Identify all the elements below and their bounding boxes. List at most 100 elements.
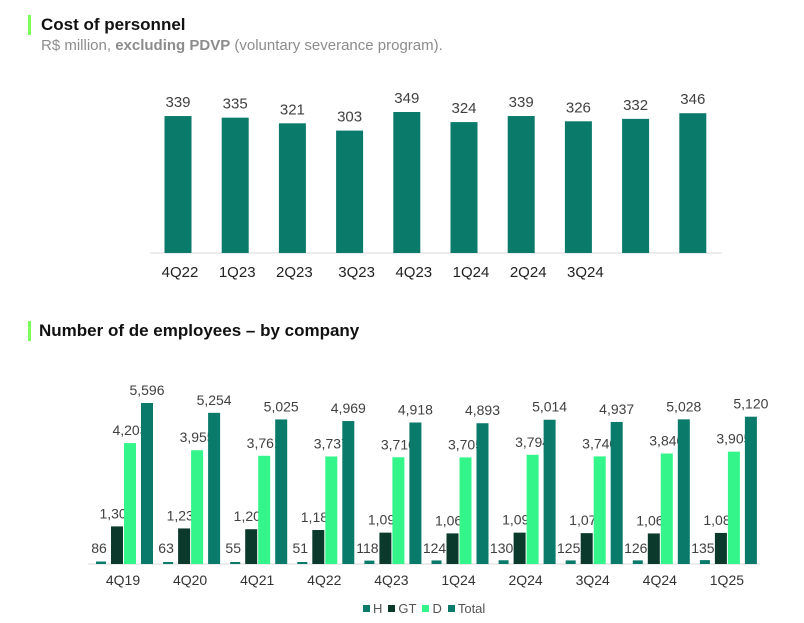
employees-bar-d (459, 457, 472, 564)
employees-data-label-h: 55 (225, 540, 241, 556)
employees-data-label-h: 124 (423, 540, 447, 556)
subtitle-prefix: R$ million, (41, 37, 116, 54)
employees-data-label-total: 5,254 (197, 392, 232, 408)
employees-data-label-total: 4,969 (331, 400, 366, 416)
employees-tick-label: 1Q24 (441, 572, 475, 588)
employees-bar-gt (312, 530, 325, 564)
employees-bar-gt (446, 533, 459, 564)
employees-data-label-h: 135 (691, 540, 715, 556)
cost-data-label: 349 (394, 90, 419, 107)
cost-data-label: 303 (337, 109, 362, 126)
subtitle-bold: excluding PDVP (115, 37, 231, 54)
cost-tick-label: 2Q24 (510, 264, 547, 281)
employees-bar-total (342, 421, 355, 564)
employees-data-label-total: 5,120 (733, 396, 768, 412)
employees-title-accent (28, 321, 31, 341)
employees-bar-d (660, 453, 673, 564)
legend-swatch-d (422, 605, 430, 612)
cost-tick-label: 1Q23 (219, 264, 256, 281)
employees-bar-h (498, 560, 509, 564)
employees-bar-total (208, 412, 221, 564)
employees-bar-d (258, 455, 271, 564)
employees-bar-total (409, 422, 422, 564)
cost-tick-label: 4Q23 (395, 264, 432, 281)
legend-item-gt: GT (388, 601, 416, 616)
cost-chart-subtitle: R$ million, excluding PDVP (voluntary se… (41, 37, 443, 54)
employees-data-label-h: 118 (356, 540, 379, 556)
cost-tick-label: 4Q22 (162, 264, 199, 281)
legend-label-total: Total (457, 601, 486, 616)
cost-data-label: 335 (223, 96, 248, 113)
legend-swatch-total (447, 605, 455, 612)
employees-bar-gt (714, 532, 727, 564)
employees-data-label-d: 3,737 (314, 435, 349, 451)
employees-data-label-total: 4,937 (599, 401, 634, 417)
employees-bar-total (476, 423, 489, 564)
employees-bar-gt (111, 526, 123, 564)
cost-chart-title: Cost of personnel (41, 15, 186, 34)
employees-data-label-total: 5,025 (264, 398, 299, 414)
employees-tick-label: 4Q22 (307, 572, 341, 588)
subtitle-suffix: (voluntary severance program). (230, 37, 443, 54)
employees-data-label-d: 3,905 (716, 431, 751, 447)
legend-item-h: H (363, 601, 382, 616)
employees-bar-h (565, 560, 576, 564)
legend-item-d: D (422, 601, 442, 616)
employees-data-label-h: 51 (293, 540, 309, 556)
employees-bar-total (141, 403, 153, 564)
employees-bar-gt (647, 533, 660, 564)
cost-data-label: 326 (566, 99, 591, 116)
employees-legend: H GT D Total (363, 601, 485, 616)
employees-data-label-d: 3,955 (180, 429, 215, 445)
employees-bar-h (230, 562, 241, 564)
cost-title-accent (28, 15, 31, 35)
employees-bar-gt (513, 532, 526, 564)
employees-data-label-h: 63 (158, 540, 174, 556)
cost-tick-label: 2Q23 (276, 264, 313, 281)
employees-bar-h (297, 562, 308, 564)
employees-tick-label: 1Q25 (710, 572, 744, 588)
employees-data-label-h: 86 (91, 540, 107, 556)
employees-bar-total (543, 419, 556, 564)
employees-tick-label: 4Q19 (106, 572, 140, 588)
employees-bar-total (744, 416, 757, 564)
employees-data-label-h: 125 (557, 540, 581, 556)
legend-label-d: D (432, 601, 442, 616)
cost-bar (278, 123, 306, 254)
employees-bar-total (610, 421, 623, 564)
cost-data-label: 332 (623, 97, 648, 114)
employees-tick-label: 4Q24 (643, 572, 677, 588)
cost-data-label: 339 (509, 94, 534, 111)
cost-tick-label: 1Q24 (453, 264, 490, 281)
cost-bar (622, 118, 650, 253)
employees-bar-d (593, 456, 606, 564)
employees-data-label-total: 5,014 (532, 399, 567, 415)
employees-bar-d (124, 443, 136, 564)
employees-tick-label: 2Q24 (508, 572, 542, 588)
employees-tick-label: 4Q21 (240, 572, 274, 588)
employees-data-label-d: 3,840 (649, 433, 684, 449)
employees-data-label-d: 3,740 (582, 435, 617, 451)
employees-tick-label: 3Q24 (576, 572, 610, 588)
employees-data-label-d: 3,705 (448, 436, 483, 452)
employees-bar-d (392, 457, 405, 564)
employees-data-label-h: 126 (624, 540, 648, 556)
cost-bar (393, 112, 421, 253)
employees-bar-h (632, 560, 643, 564)
legend-swatch-h (363, 605, 370, 612)
employees-bar-d (727, 451, 740, 564)
employees-bar-h (96, 561, 106, 564)
employees-data-label-total: 4,918 (398, 402, 433, 418)
cost-bar (564, 121, 592, 253)
cost-bar (336, 130, 364, 253)
cost-bar (679, 113, 707, 253)
cost-bar (164, 116, 192, 253)
employees-bar-d (526, 454, 539, 564)
legend-swatch-gt (388, 605, 396, 612)
employees-bar-h (364, 560, 375, 564)
employees-data-label-d: 4,203 (112, 422, 147, 438)
employees-bar-h (699, 560, 710, 564)
cost-bar (450, 122, 478, 254)
employees-bar-gt (245, 529, 258, 564)
